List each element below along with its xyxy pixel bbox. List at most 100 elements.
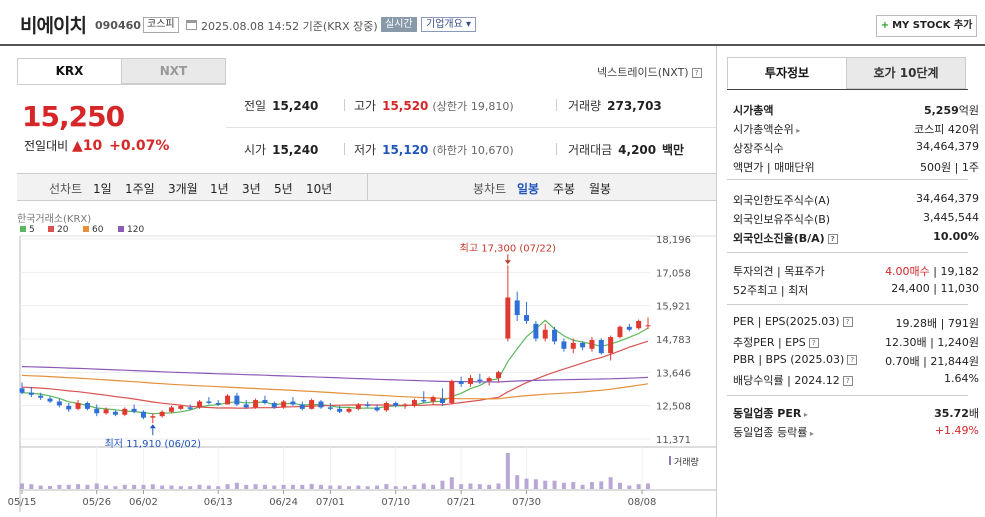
candle-body	[309, 400, 315, 409]
candle-body	[542, 329, 548, 339]
candle-body	[552, 329, 558, 342]
candle-body	[636, 320, 642, 329]
corp-info-button[interactable]: 기업개요 ▾	[421, 17, 477, 32]
volume-bar	[403, 486, 408, 489]
volume-bar	[552, 480, 557, 489]
volume-bar	[328, 485, 333, 489]
investment-info-panel: 시가총액 5,259억원 시가총액순위 ▸ 코스피 420위 상장주식수 34,464…	[716, 46, 985, 517]
volume-bar	[347, 486, 352, 489]
x-tick-label: 07/30	[512, 497, 541, 508]
candle-body	[84, 402, 90, 409]
candle-body	[197, 401, 203, 408]
volume-bar	[356, 485, 361, 489]
candlestick-chart[interactable]: 한국거래소(KRX)5 20 60 120 18,196 17,058 15,921 14,7…	[0, 205, 716, 517]
volume-bar	[272, 485, 277, 489]
candle-body	[19, 388, 25, 393]
volume-bar	[589, 482, 594, 489]
candle-body	[617, 326, 623, 338]
ma-line-120	[21, 366, 649, 383]
period-3m[interactable]: 3개월	[168, 182, 198, 196]
y-tick-label: 17,058	[656, 268, 691, 279]
candle-body	[225, 395, 231, 405]
candle-body	[262, 400, 268, 403]
period-1w[interactable]: 1주일	[125, 182, 155, 196]
ma-legend-label: 120	[127, 225, 144, 235]
period-3y[interactable]: 3년	[242, 182, 261, 196]
candle-body	[486, 378, 492, 382]
ma-legend-label: 5	[29, 225, 35, 235]
add-my-stock-button[interactable]: + MY STOCK 추가	[876, 15, 977, 37]
volume-bar	[197, 484, 202, 489]
volume-bar	[449, 477, 454, 489]
volume-bar	[646, 483, 650, 489]
stock-header: 비에이치 090460 코스피 2025.08.08 14:52 기준(KRX …	[0, 0, 985, 46]
x-tick-label: 05/15	[8, 497, 37, 508]
candle-body	[103, 409, 109, 414]
help-icon[interactable]: ?	[847, 355, 858, 365]
candle-body	[122, 408, 128, 415]
candle-body	[645, 325, 651, 327]
period-1d[interactable]: 1일	[93, 182, 112, 196]
candle-weekly[interactable]: 주봉	[553, 182, 576, 196]
candle-body	[533, 323, 539, 339]
volume-bar	[300, 484, 305, 489]
candle-body	[47, 398, 53, 402]
candle-monthly[interactable]: 월봉	[589, 182, 612, 196]
volume-legend-swatch	[669, 456, 671, 465]
chart-source-label: 한국거래소(KRX)	[17, 213, 91, 225]
candle-body	[75, 402, 81, 409]
help-icon[interactable]: ?	[808, 338, 819, 348]
candle-daily[interactable]: 일봉	[517, 182, 540, 196]
market-cap-row: 시가총액 5,259억원	[733, 104, 979, 117]
volume-bar	[524, 478, 529, 489]
candle-body	[411, 400, 417, 406]
52week-row: 52주최고 | 최저 24,400 | 11,030	[733, 282, 979, 297]
period-5y[interactable]: 5년	[274, 182, 293, 196]
candle-body	[290, 401, 296, 405]
volume-bar	[533, 479, 538, 489]
volume-bar	[66, 484, 71, 489]
candle-body	[580, 342, 586, 348]
volume-bar	[421, 483, 426, 489]
current-price: 15,250	[22, 100, 125, 133]
volume-bar	[85, 484, 90, 489]
nxt-link[interactable]: 넥스트레이드(NXT)?	[597, 64, 702, 80]
tab-krx[interactable]: KRX	[17, 58, 122, 84]
x-tick-label: 07/10	[381, 497, 410, 508]
tab-nxt[interactable]: NXT	[121, 58, 226, 84]
face-value-row: 액면가 | 매매단위 500원 | 1주	[733, 161, 979, 174]
candle-body	[56, 401, 62, 406]
volume-bar	[29, 484, 34, 489]
volume-bar	[20, 483, 24, 489]
pbr-row: PBR | BPS (2025.03)? 0.70배 | 21,844원	[733, 353, 979, 368]
y-tick-label: 15,921	[656, 302, 691, 313]
volume-bar	[561, 482, 566, 489]
volume-bar	[599, 481, 604, 489]
candle-body	[159, 411, 165, 417]
volume-bar	[365, 486, 370, 489]
candle-body	[318, 401, 324, 408]
help-icon[interactable]: ?	[691, 68, 702, 78]
help-icon[interactable]: ?	[827, 234, 838, 244]
stock-name: 비에이치	[20, 15, 87, 37]
help-icon[interactable]: ?	[842, 317, 853, 327]
period-10y[interactable]: 10년	[306, 182, 333, 196]
volume-bar	[515, 475, 520, 489]
candle-chart-label: 봉차트	[473, 182, 507, 196]
volume-bar	[309, 483, 314, 489]
candle-body	[608, 337, 614, 354]
volume-bar	[178, 486, 183, 489]
ma-legend-label: 20	[57, 225, 69, 235]
help-icon[interactable]: ?	[842, 376, 853, 386]
ma-legend-swatch	[118, 226, 124, 232]
open-price: 시가 15,240	[244, 143, 319, 157]
volume-bar	[206, 485, 211, 489]
tab-investment-info[interactable]: 투자정보	[727, 57, 847, 89]
tab-orderbook-10[interactable]: 호가 10단계	[846, 57, 966, 89]
period-1y[interactable]: 1년	[210, 182, 229, 196]
volume-bar	[160, 485, 165, 489]
y-tick-label: 14,783	[656, 335, 691, 346]
low-annotation: 최저 11,910 (06/02)	[105, 438, 201, 450]
volume-bar	[608, 477, 613, 489]
x-tick-label: 08/08	[628, 497, 657, 508]
